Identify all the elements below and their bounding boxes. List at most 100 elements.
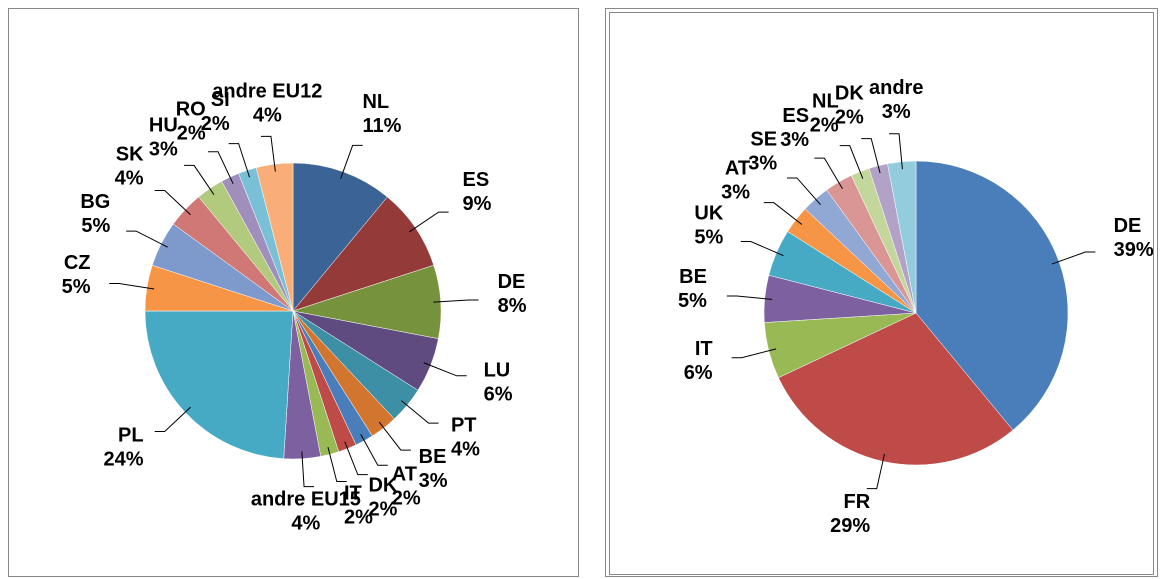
category-label: andre <box>869 77 923 99</box>
value-label: 4% <box>253 105 282 127</box>
data-label: andre EU12 4% <box>212 81 322 127</box>
data-label: IT 6% <box>684 338 713 384</box>
data-label: SE 3% <box>748 128 777 174</box>
leader-line <box>786 177 821 206</box>
data-label: NL 11% <box>362 91 401 137</box>
value-label: 3% <box>780 129 809 151</box>
leader-line <box>861 138 881 174</box>
value-label: 39% <box>1114 239 1154 261</box>
value-label: 3% <box>882 101 911 123</box>
category-label: ES <box>463 169 490 191</box>
category-label: PL <box>118 424 144 446</box>
value-label: 5% <box>81 215 110 237</box>
leader-line <box>401 400 439 424</box>
category-label: BE <box>419 446 447 468</box>
category-label: ES <box>782 105 809 127</box>
leader-line <box>360 433 388 466</box>
leader-line <box>409 211 449 233</box>
leader-line <box>433 299 479 303</box>
value-label: 2% <box>810 115 839 137</box>
leader-line <box>1051 251 1096 265</box>
value-label: 3% <box>748 152 777 174</box>
leader-line <box>814 157 843 189</box>
leader-line <box>301 451 315 488</box>
data-label: NL 2% <box>810 91 839 137</box>
leader-line <box>740 241 784 257</box>
value-label: 2% <box>201 113 230 135</box>
value-label: 6% <box>484 383 513 405</box>
category-label: BE <box>679 266 707 288</box>
value-label: 4% <box>115 168 144 190</box>
category-label: IT <box>695 338 713 360</box>
leader-line <box>260 135 276 172</box>
value-label: 2% <box>835 107 864 129</box>
category-label: SE <box>750 128 777 150</box>
leader-line <box>154 406 191 432</box>
value-label: 3% <box>721 181 750 203</box>
value-label: 8% <box>498 295 527 317</box>
data-label: DE 39% <box>1114 215 1154 261</box>
data-label: andre EU15 4% <box>251 489 361 535</box>
data-label: FR 29% <box>830 491 871 537</box>
category-label: SI <box>211 89 230 111</box>
pie-chart: DE 39%FR 29%IT 6%BE 5%UK 5%AT 3%SE 3%ES 3%NL 2%DK… <box>678 77 1154 537</box>
data-label: DK 2% <box>835 83 864 129</box>
category-label: AT <box>392 464 417 486</box>
value-label: 3% <box>419 470 448 492</box>
leader-line <box>228 143 251 178</box>
data-label: DE 8% <box>498 271 527 317</box>
data-label: IT 2% <box>344 483 373 529</box>
data-label: PL 24% <box>104 424 144 470</box>
leader-line <box>208 151 234 184</box>
category-label: IT <box>344 483 362 505</box>
category-label: NL <box>362 91 389 113</box>
category-label: HU <box>149 114 178 136</box>
leader-line <box>731 348 777 359</box>
category-label: UK <box>694 203 723 225</box>
pie-chart: NL 11%ES 9%DE 8%LU 6%PT 4%BE 3%AT 2%DK 2%IT 2%and… <box>62 81 527 535</box>
category-label: DK <box>835 83 864 105</box>
value-label: 11% <box>362 115 401 137</box>
value-label: 2% <box>368 499 397 521</box>
data-label: PT 4% <box>451 415 480 461</box>
category-label: DK <box>368 475 397 497</box>
category-label: andre EU12 <box>212 81 322 103</box>
data-label: LU 6% <box>484 359 513 405</box>
category-label: SK <box>116 144 144 166</box>
leader-line <box>344 441 368 476</box>
leader-line <box>378 421 411 451</box>
value-label: 3% <box>149 138 178 160</box>
category-label: BG <box>80 191 110 213</box>
data-label: BE 5% <box>678 266 707 312</box>
category-label: RO <box>176 99 206 121</box>
category-label: CZ <box>64 252 91 274</box>
leader-line <box>423 362 467 377</box>
value-label: 29% <box>830 515 870 537</box>
value-label: 4% <box>451 439 480 461</box>
value-label: 2% <box>392 488 421 510</box>
category-label: FR <box>844 491 871 513</box>
category-label: NL <box>812 91 839 113</box>
category-label: DE <box>498 271 526 293</box>
chart-frame-inner <box>609 12 1154 575</box>
data-label: andre 3% <box>869 77 923 123</box>
leader-line <box>126 230 168 248</box>
leader-line <box>889 133 903 170</box>
leader-line <box>327 447 347 482</box>
data-label: HU 3% <box>149 114 178 160</box>
leader-line <box>340 144 363 179</box>
data-label: SK 4% <box>115 144 144 190</box>
value-label: 4% <box>291 513 320 535</box>
leader-line <box>154 190 191 216</box>
leader-line <box>184 164 215 195</box>
value-label: 5% <box>678 290 707 312</box>
value-label: 2% <box>177 123 206 145</box>
data-label: AT 3% <box>721 157 750 203</box>
data-label: DK 2% <box>368 475 397 521</box>
data-label: BG 5% <box>80 191 110 237</box>
data-label: AT 2% <box>392 464 421 510</box>
data-label: ES 3% <box>780 105 809 151</box>
data-label: SI 2% <box>201 89 230 135</box>
data-label: BE 3% <box>419 446 448 492</box>
